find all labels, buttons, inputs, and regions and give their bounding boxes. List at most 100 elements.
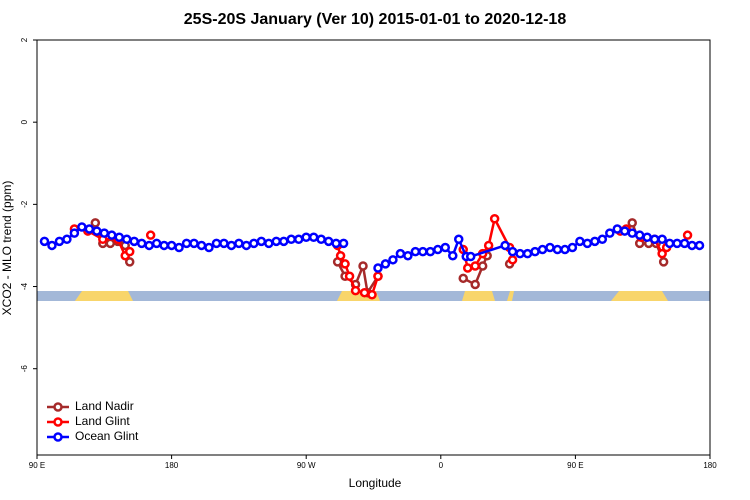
point xyxy=(605,228,615,238)
x-axis-label: Longitude xyxy=(349,476,402,490)
point xyxy=(462,263,473,273)
point xyxy=(664,238,675,249)
point xyxy=(530,246,540,257)
point xyxy=(331,238,341,249)
point xyxy=(477,261,488,271)
point xyxy=(627,218,637,228)
point xyxy=(249,238,259,249)
point xyxy=(470,261,480,271)
point xyxy=(271,236,282,247)
point xyxy=(575,236,585,247)
point xyxy=(47,240,57,251)
point xyxy=(77,222,87,232)
series-line xyxy=(94,222,665,297)
point xyxy=(350,285,361,296)
point xyxy=(323,236,334,247)
point xyxy=(507,255,518,265)
y-tick-label: 0 xyxy=(20,119,29,124)
point xyxy=(612,224,623,234)
point xyxy=(279,236,289,247)
point xyxy=(358,261,368,271)
point xyxy=(567,242,578,253)
point xyxy=(166,240,177,251)
point xyxy=(301,232,311,242)
point xyxy=(335,250,346,261)
point xyxy=(219,238,229,249)
point xyxy=(308,232,319,242)
point xyxy=(560,244,570,255)
point xyxy=(642,232,652,242)
legend-label: Ocean Glint xyxy=(75,429,139,443)
point xyxy=(340,259,350,269)
point xyxy=(286,234,296,245)
point xyxy=(264,238,274,249)
y-tick-label: -6 xyxy=(20,365,29,373)
point xyxy=(234,238,244,249)
x-tick-label: 90 W xyxy=(297,461,316,470)
chart-title: 25S-20S January (Ver 10) 2015-01-01 to 2… xyxy=(184,11,567,28)
point xyxy=(174,242,184,253)
point xyxy=(388,255,398,265)
point xyxy=(129,236,139,247)
point xyxy=(458,273,468,284)
point xyxy=(483,240,494,251)
point xyxy=(344,271,355,282)
point xyxy=(189,238,199,249)
x-tick-label: 90 E xyxy=(567,461,583,470)
point xyxy=(241,240,252,251)
point xyxy=(465,251,476,262)
point xyxy=(515,248,525,259)
point xyxy=(470,279,480,290)
point xyxy=(657,248,667,259)
point xyxy=(293,234,304,245)
point xyxy=(395,248,406,259)
legend-swatch xyxy=(53,417,63,427)
point xyxy=(226,240,237,251)
point xyxy=(537,244,548,255)
plot-frame xyxy=(36,39,711,456)
point xyxy=(597,234,608,245)
point xyxy=(373,271,383,282)
point xyxy=(92,226,102,236)
point xyxy=(582,238,593,249)
point xyxy=(105,238,116,249)
x-tick-label: 90 E xyxy=(29,461,45,470)
point xyxy=(658,257,669,267)
point xyxy=(367,290,377,300)
point xyxy=(121,234,132,245)
point xyxy=(620,226,630,236)
point xyxy=(507,246,518,257)
point xyxy=(159,240,169,251)
point xyxy=(679,238,690,249)
point xyxy=(410,246,421,257)
point xyxy=(204,242,214,253)
legend-swatch xyxy=(53,402,63,412)
x-tick-label: 0 xyxy=(439,461,444,470)
point xyxy=(453,234,464,245)
point xyxy=(114,232,125,242)
point xyxy=(500,240,510,251)
point xyxy=(69,228,80,238)
series-line xyxy=(74,219,687,295)
point xyxy=(54,236,65,247)
point xyxy=(627,228,637,238)
point xyxy=(552,244,563,255)
y-axis-label: XCO2 - MLO trend (ppm) xyxy=(0,181,14,316)
point xyxy=(522,248,533,259)
point xyxy=(373,263,383,273)
point xyxy=(107,230,117,240)
y-tick-label: -4 xyxy=(20,282,29,290)
x-tick-label: 180 xyxy=(165,461,179,470)
point xyxy=(196,240,207,251)
point xyxy=(124,246,135,257)
point xyxy=(39,236,50,247)
point xyxy=(359,287,370,298)
y-tick-label: -2 xyxy=(20,200,29,208)
point xyxy=(418,246,428,257)
point xyxy=(380,259,391,269)
point xyxy=(211,238,222,249)
point xyxy=(99,228,110,238)
legend-swatch xyxy=(53,432,63,442)
point xyxy=(545,242,555,253)
